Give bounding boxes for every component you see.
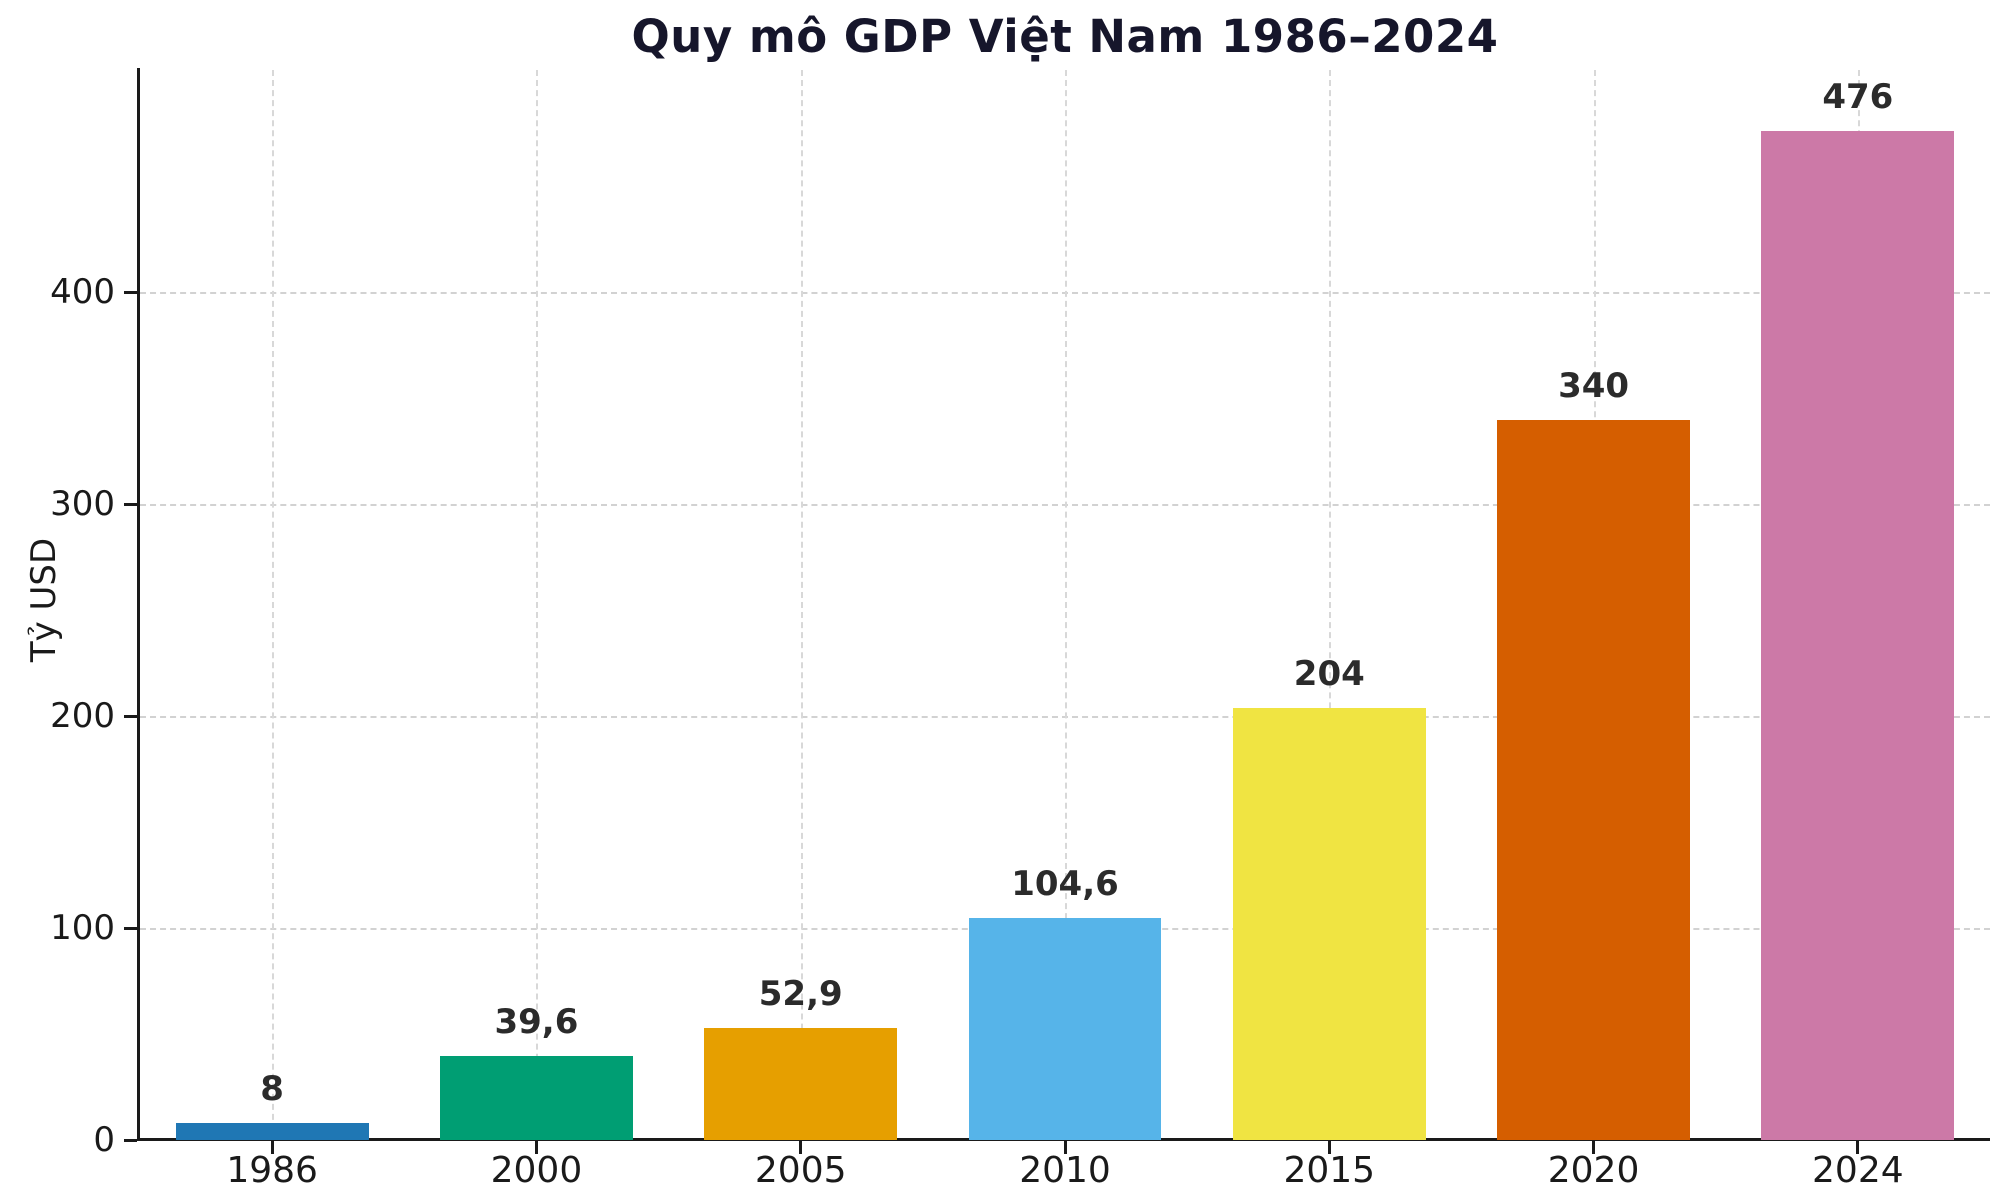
bar-2024 [1761, 131, 1955, 1140]
x-tick-mark-1986 [270, 1141, 274, 1154]
bar-2020 [1497, 419, 1691, 1140]
x-tick-mark-2000 [534, 1141, 538, 1154]
x-tick-mark-2015 [1327, 1141, 1331, 1154]
x-tick-mark-2024 [1856, 1141, 1860, 1154]
y-tick-mark-0 [124, 1138, 137, 1142]
x-tick-mark-2020 [1592, 1141, 1596, 1154]
bar-value-label-2000: 39,6 [494, 1002, 579, 1043]
bar-value-label-1986: 8 [260, 1069, 284, 1110]
plot-area: 8 39,6 52,9 104,6 204 340 476 [140, 70, 1990, 1140]
y-tick-label-400: 400 [50, 272, 115, 313]
x-tick-label-2005: 2005 [754, 1150, 847, 1191]
bar-2010 [968, 918, 1162, 1140]
y-tick-mark-200 [124, 714, 137, 718]
x-tick-mark-2010 [1063, 1141, 1067, 1154]
bar-value-label-2024: 476 [1822, 77, 1894, 118]
bar-value-label-2015: 204 [1293, 653, 1365, 694]
gridline-vertical-2010 [1065, 70, 1067, 1140]
bar-2015 [1232, 707, 1426, 1140]
bar-value-label-2005: 52,9 [758, 973, 843, 1014]
y-tick-mark-300 [124, 502, 137, 506]
bar-1986 [175, 1123, 369, 1140]
x-tick-label-2000: 2000 [490, 1150, 583, 1191]
x-tick-label-1986: 1986 [226, 1150, 318, 1191]
x-tick-label-2015: 2015 [1283, 1150, 1376, 1191]
y-axis-spine [137, 68, 140, 1141]
y-axis-label: Tỷ USD [24, 537, 64, 663]
x-tick-label-2010: 2010 [1019, 1150, 1111, 1191]
gridline-vertical-2015 [1329, 70, 1332, 1140]
y-tick-mark-100 [124, 926, 137, 930]
chart-title: Quy mô GDP Việt Nam 1986–2024 [631, 10, 1499, 63]
y-tick-label-0: 0 [93, 1120, 115, 1160]
bar-2000 [439, 1056, 633, 1140]
x-tick-label-2020: 2020 [1547, 1150, 1640, 1191]
bar-2005 [704, 1027, 898, 1140]
gridline-vertical-1986 [272, 70, 275, 1140]
y-tick-mark-400 [124, 290, 137, 294]
x-tick-mark-2005 [799, 1141, 803, 1154]
x-tick-label-2024: 2024 [1812, 1150, 1904, 1191]
gridline-vertical-2000 [536, 70, 539, 1140]
y-tick-label-200: 200 [50, 696, 115, 737]
gridline-vertical-2005 [800, 70, 803, 1140]
bar-value-label-2010: 104,6 [1011, 864, 1119, 905]
y-tick-label-100: 100 [50, 908, 115, 949]
bar-value-label-2020: 340 [1558, 365, 1630, 406]
y-tick-label-300: 300 [50, 484, 115, 525]
